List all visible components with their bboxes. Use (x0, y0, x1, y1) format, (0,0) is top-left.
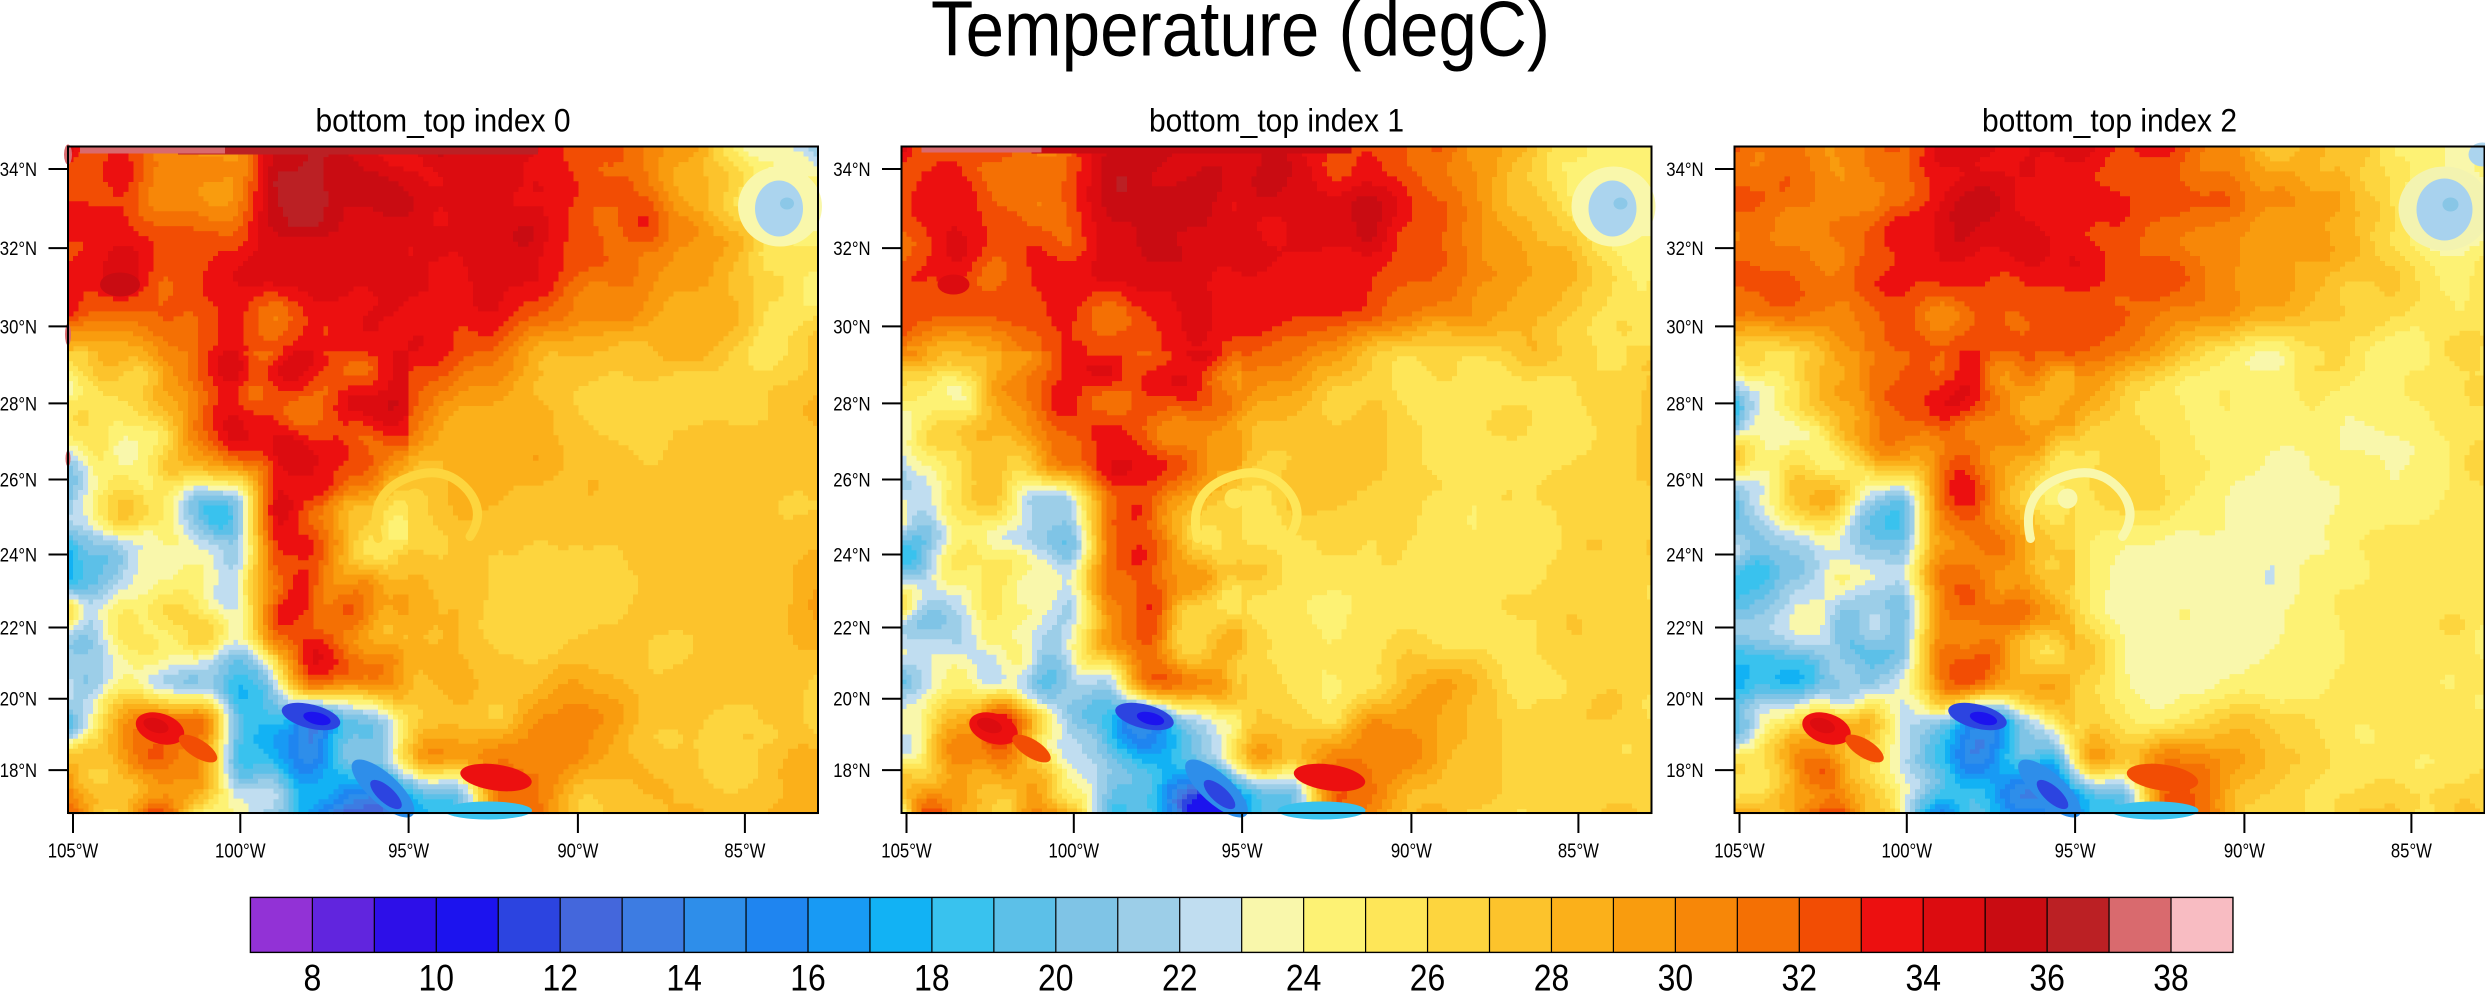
svg-text:12: 12 (542, 958, 578, 997)
svg-text:32°N: 32°N (0, 238, 37, 260)
svg-text:34: 34 (1905, 958, 1941, 997)
svg-text:34°N: 34°N (0, 159, 37, 181)
svg-text:16: 16 (790, 958, 826, 997)
svg-text:32: 32 (1782, 958, 1818, 997)
svg-text:30°N: 30°N (1666, 316, 1703, 338)
svg-text:28°N: 28°N (0, 393, 37, 415)
svg-text:105°W: 105°W (48, 841, 99, 863)
svg-text:26°N: 26°N (0, 469, 37, 491)
svg-text:95°W: 95°W (2055, 841, 2096, 863)
svg-text:18°N: 18°N (1666, 760, 1703, 782)
svg-text:Temperature (degC): Temperature (degC) (931, 0, 1550, 73)
svg-text:18°N: 18°N (0, 760, 37, 782)
svg-text:20°N: 20°N (1666, 689, 1703, 711)
svg-text:100°W: 100°W (1882, 841, 1933, 863)
svg-text:38: 38 (2153, 958, 2189, 997)
svg-text:90°W: 90°W (557, 841, 598, 863)
svg-text:24: 24 (1286, 958, 1322, 997)
svg-text:28: 28 (1534, 958, 1570, 997)
svg-text:24°N: 24°N (833, 544, 870, 566)
svg-text:8: 8 (304, 958, 322, 997)
svg-text:24°N: 24°N (1666, 544, 1703, 566)
svg-text:85°W: 85°W (724, 841, 765, 863)
svg-text:100°W: 100°W (1049, 841, 1100, 863)
svg-text:90°W: 90°W (2224, 841, 2265, 863)
svg-text:30°N: 30°N (833, 316, 870, 338)
svg-text:34°N: 34°N (1666, 159, 1703, 181)
svg-text:22°N: 22°N (1666, 617, 1703, 639)
svg-text:14: 14 (666, 958, 702, 997)
svg-text:36: 36 (2029, 958, 2065, 997)
svg-text:20°N: 20°N (833, 689, 870, 711)
svg-text:100°W: 100°W (215, 841, 266, 863)
svg-text:105°W: 105°W (1714, 841, 1765, 863)
svg-text:26°N: 26°N (833, 469, 870, 491)
svg-text:30°N: 30°N (0, 316, 37, 338)
svg-text:95°W: 95°W (1222, 841, 1263, 863)
svg-text:90°W: 90°W (1391, 841, 1432, 863)
svg-text:18: 18 (914, 958, 950, 997)
svg-text:32°N: 32°N (833, 238, 870, 260)
svg-text:20: 20 (1038, 958, 1074, 997)
svg-text:105°W: 105°W (881, 841, 932, 863)
svg-text:26°N: 26°N (1666, 469, 1703, 491)
svg-text:22°N: 22°N (833, 617, 870, 639)
svg-text:85°W: 85°W (1558, 841, 1599, 863)
svg-text:bottom_top index 0: bottom_top index 0 (316, 102, 571, 139)
svg-text:22°N: 22°N (0, 617, 37, 639)
svg-text:34°N: 34°N (833, 159, 870, 181)
svg-text:85°W: 85°W (2391, 841, 2432, 863)
svg-text:26: 26 (1410, 958, 1446, 997)
svg-text:10: 10 (419, 958, 455, 997)
svg-text:20°N: 20°N (0, 689, 37, 711)
svg-text:22: 22 (1162, 958, 1198, 997)
svg-text:32°N: 32°N (1666, 238, 1703, 260)
svg-text:95°W: 95°W (388, 841, 429, 863)
svg-text:30: 30 (1658, 958, 1694, 997)
svg-text:28°N: 28°N (1666, 393, 1703, 415)
svg-text:28°N: 28°N (833, 393, 870, 415)
svg-text:18°N: 18°N (833, 760, 870, 782)
svg-text:bottom_top index 2: bottom_top index 2 (1982, 102, 2237, 139)
svg-text:bottom_top index 1: bottom_top index 1 (1149, 102, 1404, 139)
svg-text:24°N: 24°N (0, 544, 37, 566)
